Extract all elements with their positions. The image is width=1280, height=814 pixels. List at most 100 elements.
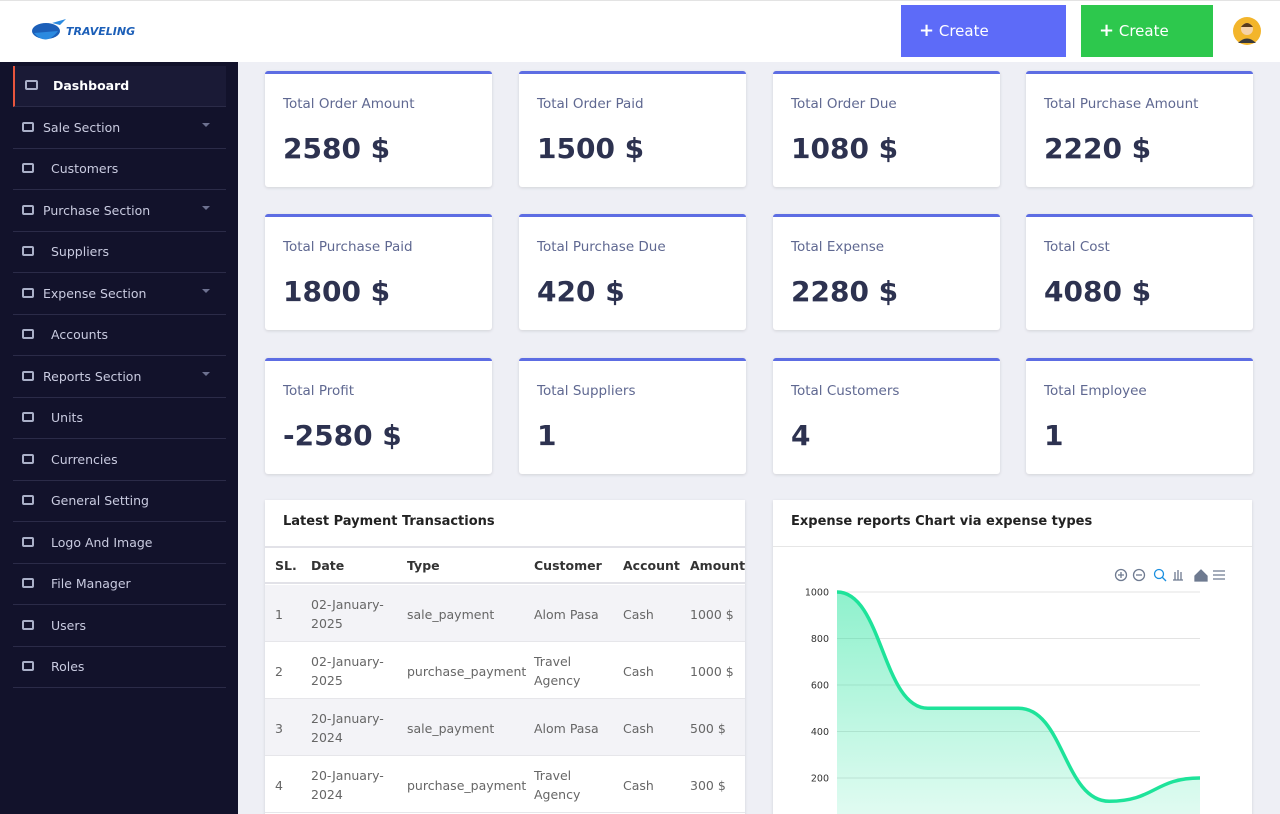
card-value: 1800 $	[283, 275, 391, 308]
sidebar-icon	[22, 163, 34, 173]
card-value: 420 $	[537, 275, 625, 308]
sidebar-item[interactable]: File Manager	[13, 564, 226, 605]
table-cell: 20-January-2024	[311, 768, 384, 802]
card-label: Total Employee	[1044, 383, 1147, 399]
column-header: Amount	[690, 558, 746, 573]
sidebar-item[interactable]: Customers	[13, 149, 226, 190]
sidebar-item[interactable]: Expense Section	[13, 274, 226, 315]
sidebar-icon	[22, 661, 34, 671]
create-sale-button[interactable]: + Create Sale	[1081, 5, 1213, 92]
sidebar-item[interactable]: Reports Section	[13, 357, 226, 398]
panel-title: Latest Payment Transactions	[283, 514, 495, 529]
table-cell: 3	[275, 720, 283, 736]
sidebar-item[interactable]: Purchase Section	[13, 191, 226, 232]
y-tick-label: 1000	[805, 588, 829, 599]
sidebar-item[interactable]: Dashboard	[13, 66, 226, 107]
sidebar-icon	[22, 121, 34, 132]
line	[836, 590, 1201, 804]
card-value: 2580 $	[283, 132, 391, 165]
sidebar-icon	[22, 619, 34, 630]
zoom-in[interactable]	[1114, 568, 1128, 582]
sidebar-label: Logo And Image	[51, 534, 153, 550]
table-cell: 500 $	[690, 720, 726, 736]
card-label: Total Order Paid	[537, 96, 644, 112]
sidebar-item[interactable]: Accounts	[13, 315, 226, 356]
logo-text: TRAVELING	[66, 25, 136, 38]
card-label: Total Cost	[1044, 239, 1110, 255]
table-cell: sale_payment	[407, 720, 495, 736]
stat-card: Total Purchase Amount 2220 $	[1026, 71, 1253, 187]
table-cell: Cash	[623, 777, 654, 793]
table-cell: purchase_payment	[407, 663, 527, 679]
card-value: 1	[1044, 419, 1064, 452]
card-value: 2220 $	[1044, 132, 1152, 165]
sidebar-label: Units	[51, 410, 83, 425]
reset[interactable]	[1194, 569, 1208, 582]
sidebar-item[interactable]: Logo And Image	[13, 523, 226, 564]
sidebar-icon	[22, 578, 34, 588]
sidebar-icon	[22, 453, 34, 464]
sidebar-label: Expense Section	[43, 285, 147, 301]
avatar[interactable]	[1232, 16, 1262, 46]
stat-card: Total Customers 4	[773, 358, 1000, 474]
stat-card: Total Employee 1	[1026, 358, 1253, 474]
sidebar-icon	[22, 204, 34, 215]
logo-icon	[32, 19, 66, 40]
card-label: Total Suppliers	[537, 383, 636, 399]
sidebar-icon	[22, 287, 34, 298]
sidebar-label: Roles	[51, 659, 85, 674]
table-row	[265, 756, 745, 813]
menu[interactable]	[1213, 570, 1225, 580]
sidebar-item[interactable]: Roles	[13, 647, 226, 688]
sidebar-icon	[22, 495, 34, 505]
sidebar-item[interactable]: Currencies	[13, 440, 226, 481]
card-label: Total Expense	[791, 239, 885, 255]
sidebar-item[interactable]: Suppliers	[13, 232, 226, 273]
zoom[interactable]	[1153, 568, 1165, 580]
area	[837, 592, 1200, 814]
sidebar-label: Purchase Section	[43, 202, 151, 218]
column-header: Account	[623, 558, 680, 573]
chevron	[202, 205, 210, 210]
column-header: Date	[311, 558, 345, 573]
sidebar-item[interactable]: Sale Section	[13, 108, 226, 149]
pan[interactable]	[1173, 570, 1183, 581]
table-cell: Alom Pasa	[534, 606, 599, 622]
table-row	[265, 642, 745, 699]
sidebar-item[interactable]: Units	[13, 398, 226, 439]
table-cell: Travel Agency	[534, 654, 581, 688]
header: TRAVELING + Create Purchase + Create Sal…	[0, 0, 1280, 92]
stat-card: Total Suppliers 1	[519, 358, 746, 474]
transactions-panel: Latest Payment Transactions SL. Date Type C…	[265, 500, 745, 814]
sidebar-item[interactable]: Users	[13, 606, 226, 647]
table-cell: 1	[275, 606, 283, 622]
y-tick-label: 400	[811, 727, 829, 738]
sidebar-item[interactable]: General Setting	[13, 481, 226, 522]
card-value: 2280 $	[791, 275, 899, 308]
sidebar: Dashboard Sale Section Customers Purchase S…	[0, 62, 238, 814]
card-value: -2580 $	[283, 419, 402, 452]
zoom-out[interactable]	[1132, 568, 1146, 582]
card-value: 1500 $	[537, 132, 645, 165]
chevron	[202, 371, 210, 376]
column-header: Customer	[534, 558, 602, 573]
sidebar-label: Currencies	[51, 451, 118, 467]
card-label: Total Customers	[791, 383, 900, 399]
card-label: Total Order Amount	[283, 96, 415, 112]
card-label: Total Purchase Paid	[283, 239, 413, 255]
chart-panel: Expense reports Chart via expense types …	[773, 500, 1252, 814]
y-tick-label: 200	[811, 774, 829, 785]
stat-card: Total Order Due 1080 $	[773, 71, 1000, 187]
table-cell: 4	[275, 777, 283, 793]
card-value: 4	[791, 419, 811, 452]
stat-card: Total Order Amount 2580 $	[265, 71, 492, 187]
y-tick-label: 600	[811, 681, 829, 692]
stat-card: Total Purchase Paid 1800 $	[265, 214, 492, 330]
chevron	[202, 122, 210, 127]
column-header: Type	[407, 558, 440, 573]
create-purchase-button[interactable]: + Create Purchase	[901, 5, 1066, 92]
stat-card: Total Profit -2580 $	[265, 358, 492, 474]
column-header: SL.	[275, 558, 297, 573]
table-cell: sale_payment	[407, 606, 495, 622]
